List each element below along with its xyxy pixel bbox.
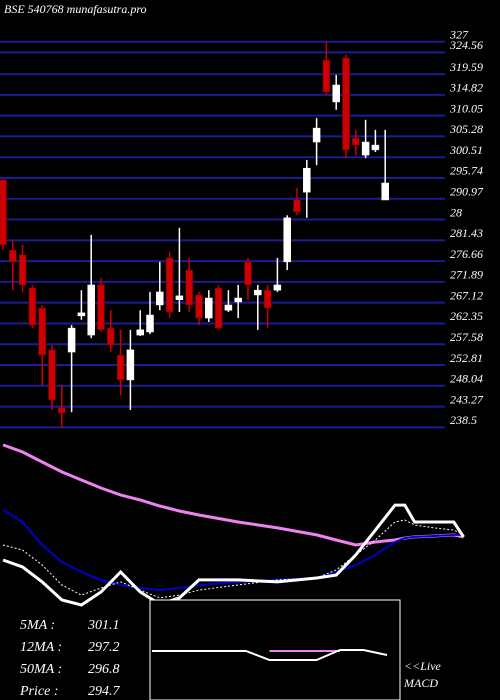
y-tick-label: 310.05 (449, 101, 483, 115)
candle-body (165, 257, 174, 313)
macd-panel (152, 649, 388, 661)
stat-label: 12MA : (20, 640, 62, 655)
y-tick-label: 267.12 (450, 288, 483, 302)
candle-body (283, 217, 291, 263)
candle-body (273, 284, 282, 291)
candle-body (332, 84, 340, 103)
candle-body (116, 354, 125, 381)
chart-title: BSE 540768 munafasutra.pro (4, 2, 147, 16)
stat-value: 294.7 (88, 684, 121, 699)
candle-body (342, 57, 350, 151)
candle-body (234, 297, 242, 303)
candles (0, 41, 389, 428)
candle-body (205, 297, 213, 319)
y-tick-label: 238.5 (450, 413, 477, 427)
indicator-line (2, 509, 464, 592)
y-tick-label: 243.27 (450, 392, 484, 406)
candle-body (322, 59, 331, 93)
y-tick-label: 248.04 (450, 372, 483, 386)
candle-body (175, 295, 184, 301)
y-tick-label: 257.58 (450, 330, 483, 344)
y-tick-label: 271.89 (450, 268, 483, 282)
y-tick-label: 281.43 (450, 226, 483, 240)
candle-body (244, 261, 252, 286)
candle-body (97, 284, 105, 331)
candle-body (48, 349, 56, 401)
grid (0, 40, 445, 429)
candle-body (18, 254, 27, 286)
candle-body (293, 199, 301, 213)
candle-body (371, 144, 380, 151)
macd-line (152, 649, 388, 661)
candle-body (352, 137, 360, 146)
candle-body (185, 269, 193, 306)
candle-body (9, 249, 17, 263)
y-tick-label: 28 (450, 205, 462, 219)
stat-value: 296.8 (88, 662, 120, 677)
candle-body (254, 289, 262, 296)
candle-body (303, 167, 311, 193)
candle-body (87, 284, 95, 336)
stat-label: 50MA : (20, 662, 62, 677)
candle-body (195, 294, 203, 319)
candle-body (361, 141, 370, 156)
candle-body (214, 287, 223, 329)
indicator-panel (2, 443, 465, 607)
stat-value: 297.2 (88, 640, 120, 655)
y-tick-label: 324.56 (449, 38, 483, 52)
y-tick-label: 305.28 (449, 122, 483, 136)
macd-title: <<Live (404, 659, 442, 673)
candle-body (67, 327, 76, 353)
y-tick-label: 319.59 (449, 60, 483, 74)
candle-body (0, 179, 7, 246)
candle-body (224, 304, 233, 311)
candle-body (126, 349, 135, 381)
stat-label: 5MA : (20, 618, 55, 633)
candle-body (136, 329, 144, 336)
stat-value: 301.1 (87, 618, 120, 633)
macd-subtitle: MACD (403, 676, 438, 690)
y-tick-label: 290.97 (450, 185, 484, 199)
candle-body (146, 314, 154, 333)
stats: 5MA : 301.1 12MA : 297.2 50MA : 296.8 Price : 2… (19, 618, 121, 699)
candle-body (38, 307, 46, 356)
candle-body (77, 312, 86, 317)
candle-body (263, 289, 272, 309)
y-tick-label: 262.35 (450, 309, 483, 323)
candle-body (58, 407, 66, 414)
indicator-line (2, 503, 465, 607)
y-tick-label: 314.82 (449, 81, 483, 95)
y-tick-label: 327 (449, 28, 469, 42)
candle-body (107, 327, 115, 346)
stat-label: Price : (19, 684, 58, 699)
candle-body (312, 127, 321, 143)
y-tick-label: 252.81 (450, 351, 483, 365)
y-tick-label: 295.74 (450, 164, 483, 178)
candle-body (381, 182, 389, 201)
y-tick-label: 300.51 (449, 143, 483, 157)
candle-body (156, 291, 164, 306)
candle-body (28, 287, 37, 326)
y-tick-label: 276.66 (450, 247, 483, 261)
